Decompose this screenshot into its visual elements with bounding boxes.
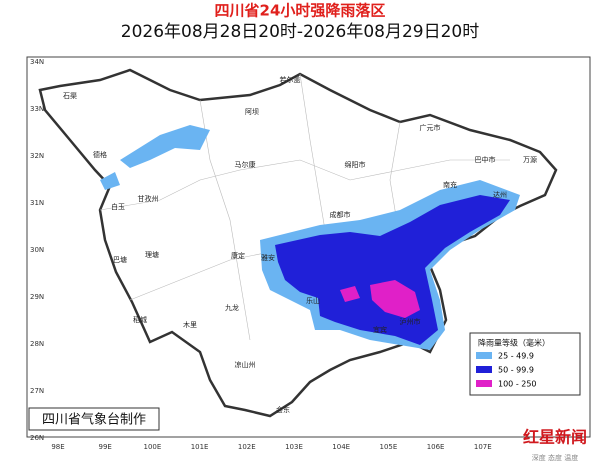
longitude-label: 104E <box>332 443 350 451</box>
place-label: 广元市 <box>420 123 441 132</box>
rain-areas <box>100 125 520 350</box>
longitude-label: 98E <box>51 443 64 451</box>
rain-light <box>120 125 210 168</box>
place-label: 九龙 <box>225 303 239 312</box>
longitude-label: 99E <box>99 443 112 451</box>
legend-label: 25 - 49.9 <box>498 352 534 361</box>
longitude-label: 103E <box>285 443 303 451</box>
place-label: 石渠 <box>63 91 77 100</box>
place-label: 会东 <box>276 405 290 414</box>
place-label: 巴塘 <box>113 255 127 264</box>
credit: 四川省气象台制作 <box>42 412 146 428</box>
legend: 降雨量等级（毫米） 25 - 49.9 50 - 99.9 100 - 250 <box>469 332 581 396</box>
latitude-label: 28N <box>30 340 44 348</box>
legend-swatch <box>476 380 492 387</box>
watermark-name: 红星新闻 <box>523 428 587 447</box>
longitude-labels: 98E 99E 100E 101E 102E 103E 104E 105E 106E 107E <box>51 443 491 451</box>
place-label: 马尔康 <box>235 160 256 169</box>
place-label: 阿坝 <box>245 107 259 116</box>
place-label: 巴中市 <box>475 155 496 164</box>
longitude-label: 107E <box>474 443 492 451</box>
place-label: 理塘 <box>145 250 159 259</box>
place-label: 康定 <box>231 251 245 260</box>
watermark-tagline: 深度 态度 温度 <box>532 453 578 462</box>
credit-box <box>28 407 160 431</box>
legend-label: 100 - 250 <box>498 380 537 389</box>
place-label: 达州 <box>493 190 507 199</box>
longitude-label: 102E <box>238 443 256 451</box>
latitude-label: 34N <box>30 58 44 66</box>
longitude-label: 106E <box>427 443 445 451</box>
rain-moderate <box>275 195 510 345</box>
place-label: 凉山州 <box>235 360 256 369</box>
latitude-label: 30N <box>30 246 44 254</box>
place-label: 雅安 <box>261 253 275 262</box>
place-label: 稻城 <box>133 315 147 324</box>
rain-light <box>100 172 120 190</box>
longitude-label: 101E <box>191 443 209 451</box>
legend-label: 50 - 99.9 <box>498 366 534 375</box>
legend-swatch <box>476 366 492 373</box>
latitude-label: 27N <box>30 387 44 395</box>
place-label: 成都市 <box>330 210 351 219</box>
place-label: 德格 <box>93 150 107 159</box>
place-label: 绵阳市 <box>345 160 366 169</box>
place-label: 白玉 <box>111 202 125 211</box>
latitude-labels: 34N 33N 32N 31N 30N 29N 28N 27N 26N <box>30 58 44 442</box>
latitude-label: 31N <box>30 199 44 207</box>
longitude-label: 100E <box>144 443 162 451</box>
legend-swatch <box>476 352 492 359</box>
place-label: 若尔盖 <box>280 75 301 84</box>
map-subtitle: 2026年08月28日20时-2026年08月29日20时 <box>121 22 479 42</box>
rain-heavy <box>370 280 420 318</box>
place-label: 甘孜州 <box>138 194 159 203</box>
latitude-label: 29N <box>30 293 44 301</box>
map-title: 四川省24小时强降雨落区 <box>215 2 386 20</box>
latitude-label: 33N <box>30 105 44 113</box>
latitude-label: 26N <box>30 434 44 442</box>
latitude-label: 32N <box>30 152 44 160</box>
legend-title: 降雨量等级（毫米） <box>478 338 550 348</box>
place-label: 乐山 <box>306 296 320 305</box>
place-label: 宜宾 <box>373 325 387 334</box>
place-label: 泸州市 <box>400 317 421 326</box>
rain-heavy <box>340 286 360 302</box>
longitude-label: 105E <box>380 443 398 451</box>
place-label: 万源 <box>523 155 537 164</box>
place-label: 南充 <box>443 180 457 189</box>
place-label: 木里 <box>183 320 197 329</box>
